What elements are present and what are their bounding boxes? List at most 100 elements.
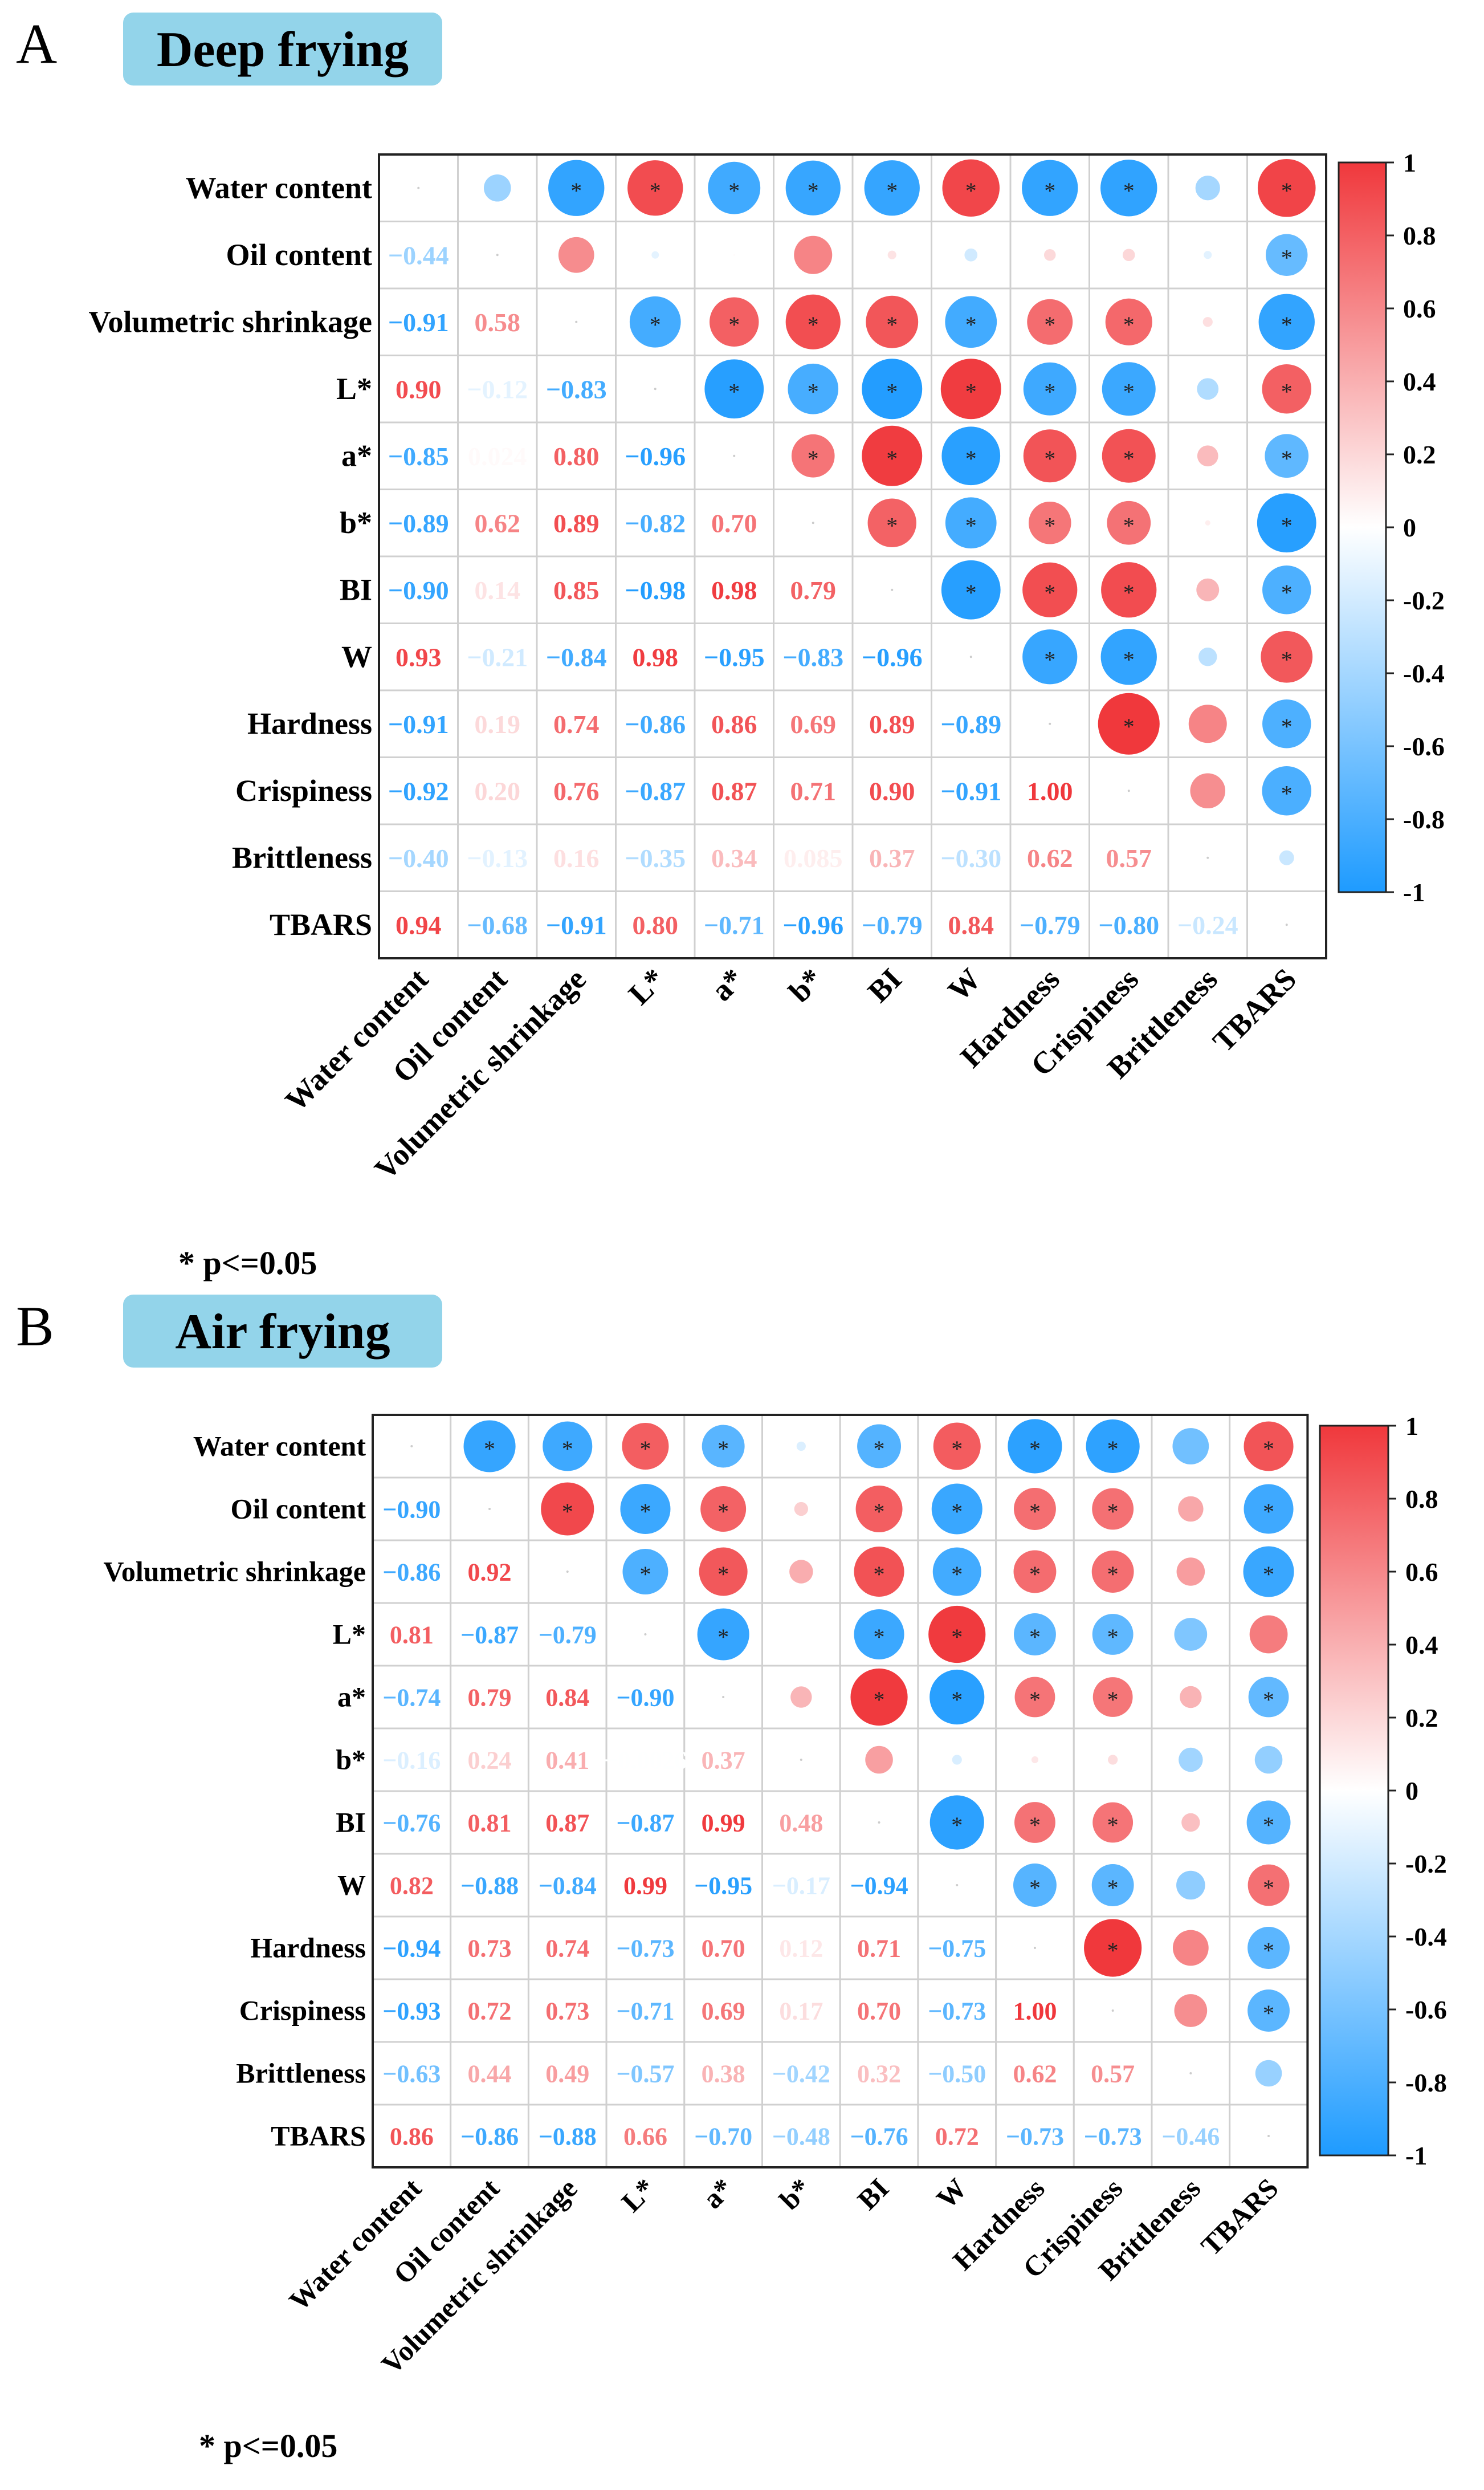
colorbar-tick-label: 1 [1403,148,1416,177]
correlation-circle [704,359,764,419]
correlation-circle [463,1420,516,1472]
value-label: 0.81 [468,1809,512,1837]
grid-cell [773,890,854,959]
value-label: 1.00 [1027,776,1073,805]
correlation-circle [1092,1488,1134,1530]
correlation-circle [1174,1618,1208,1651]
colorbar [1319,1425,1389,2157]
correlation-circle [1265,434,1309,478]
grid-cell [378,221,459,290]
value-label: 1.00 [1013,1997,1057,2025]
colorbar-tick-label: -0.6 [1405,1995,1447,2024]
correlation-circle [651,251,659,259]
correlation-circle [1181,1813,1200,1832]
colorbar-tick-label: -0.6 [1403,732,1445,761]
column-label: BI [861,962,908,1009]
value-label: −0.63 [382,2060,441,2088]
correlation-circle [952,1755,962,1765]
value-label: 0.76 [553,776,600,805]
value-label: 0.57 [1091,2060,1135,2088]
value-label: −0.57 [616,2060,674,2088]
significance-star: * [1107,1436,1119,1462]
significance-star: * [1123,446,1135,471]
significance-star: * [886,312,898,337]
correlation-circle [629,296,681,348]
colorbar-tick-label: 1 [1405,1411,1418,1441]
colorbar-tick-label: 0.8 [1405,1484,1438,1513]
diagonal-dot [644,1633,647,1635]
value-label: −0.83 [546,375,607,404]
correlation-circle [1197,445,1218,467]
correlation-circle [548,160,605,216]
grid-cell [450,1602,529,1667]
significance-star: * [808,178,819,204]
value-label: 0.92 [468,1558,512,1586]
correlation-circle [1261,630,1313,683]
grid-cell [839,1853,919,1918]
row-label: TBARS [271,2120,366,2152]
grid-cell [694,823,774,892]
grid-cell [917,2041,997,2106]
correlation-circle [1258,294,1315,350]
significance-star: * [808,312,819,337]
column-label: BI [851,2172,895,2216]
correlation-circle [785,160,841,215]
correlation-circle [622,1423,669,1470]
value-label: 0.72 [935,2122,979,2150]
significance-star: * [1123,312,1135,337]
significance-star: * [639,1499,651,1524]
diagonal-dot [1206,856,1209,859]
correlation-circle [1246,1800,1291,1845]
grid-cell [605,2104,686,2168]
significance-star: * [1044,178,1055,204]
row-label: Crispiness [235,774,372,808]
value-label: 0.90 [869,776,915,805]
significance-star: * [728,312,740,337]
grid-cell [450,1790,529,1855]
grid-cell [694,622,774,691]
grid-cell [683,1727,764,1792]
correlation-circle [929,1795,984,1850]
grid-cell [1246,823,1327,892]
correlation-circle [622,1549,668,1594]
grid-cell [931,890,1012,959]
value-label: −0.30 [940,844,1001,873]
diagonal-dot [1189,2072,1192,2074]
grid-cell [1151,2104,1231,2168]
significance-star: * [886,512,898,538]
correlation-circle [1092,1614,1134,1655]
grid-cell [372,1853,452,1918]
significance-star: * [1044,312,1055,337]
grid-cell [536,421,617,490]
row-label: BI [340,573,372,607]
correlation-circle [1043,249,1056,261]
grid-cell [683,2104,764,2168]
grid-cell [694,555,774,624]
grid-cell [683,1790,764,1855]
grid-cell [851,890,932,959]
value-label: 0.98 [633,642,679,672]
value-label: 0.74 [553,710,600,739]
correlation-circle [1198,648,1217,666]
value-label: 0.62 [475,508,521,538]
correlation-circle [1122,249,1135,262]
diagonal-dot [1127,790,1130,792]
colorbar-tick-label: -1 [1405,2141,1427,2170]
significance-star: * [650,312,661,337]
correlation-circle [1265,234,1308,276]
significance-star: * [1107,1499,1119,1524]
correlation-circle [1262,565,1311,615]
correlation-circle [794,1502,808,1516]
correlation-circle [1204,251,1212,259]
correlation-circle [933,1422,981,1470]
value-label: −0.86 [460,2122,519,2150]
grid-cell [839,2104,919,2168]
grid-cell [378,622,459,691]
correlation-circle [867,498,916,547]
value-label: −0.84 [539,1871,597,1899]
grid-cell [1073,2104,1153,2168]
grid-cell [761,1790,841,1855]
value-label: 0.70 [711,508,757,538]
correlation-circle [1257,158,1316,217]
